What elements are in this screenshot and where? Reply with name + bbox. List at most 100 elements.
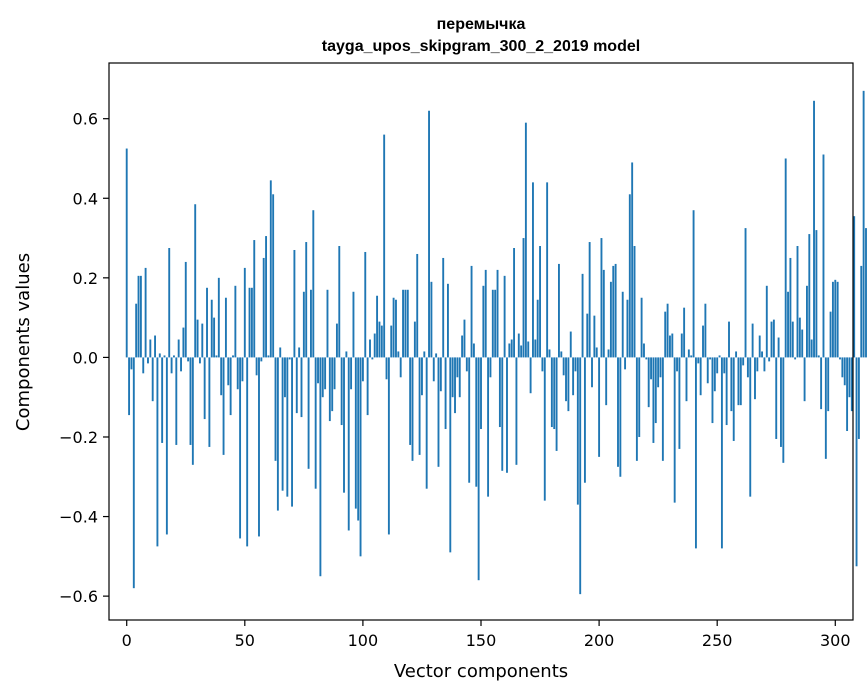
bar-98	[357, 357, 360, 521]
bar-92	[343, 357, 345, 493]
bar-309	[855, 357, 858, 567]
bar-279	[784, 158, 787, 358]
bar-252	[720, 357, 723, 549]
bar-139	[454, 357, 456, 414]
bar-149	[477, 357, 480, 581]
bar-240	[692, 210, 695, 358]
bar-285	[798, 317, 801, 358]
bar-275	[775, 357, 778, 439]
bar-146	[470, 265, 473, 358]
x-axis-ticks: 0 50 100 150 200 250 300	[122, 620, 851, 650]
bar-249	[713, 357, 716, 392]
bar-287	[803, 357, 806, 402]
bar-205	[609, 281, 612, 358]
bar-268	[758, 335, 761, 358]
bar-222	[650, 357, 652, 380]
bar-18	[168, 248, 171, 358]
bar-167	[520, 345, 523, 358]
bar-227	[661, 357, 664, 461]
bar-284	[796, 246, 799, 358]
bar-15	[161, 357, 164, 443]
x-tick-label: 200	[584, 631, 615, 650]
bar-261	[742, 357, 745, 366]
bar-0	[125, 148, 128, 358]
bar-232	[673, 357, 676, 503]
bar-300	[834, 279, 837, 358]
bar-45	[232, 355, 234, 358]
bar-216	[635, 357, 638, 461]
bar-100	[361, 357, 364, 382]
x-tick-label: 0	[122, 631, 132, 650]
y-tick-label: −0.2	[59, 428, 98, 447]
bar-246	[706, 357, 709, 384]
bar-14	[158, 353, 161, 358]
bar-68	[286, 357, 289, 497]
bar-175	[539, 246, 541, 358]
bar-155	[491, 289, 494, 358]
bar-210	[621, 291, 624, 358]
bar-251	[718, 355, 721, 358]
bar-212	[626, 299, 629, 358]
bar-66	[281, 357, 284, 491]
bar-174	[536, 299, 539, 358]
bar-24	[182, 327, 185, 358]
bar-290	[810, 339, 813, 358]
bar-20	[173, 355, 175, 358]
bar-225	[657, 357, 660, 388]
bar-141	[458, 357, 461, 398]
bar-277	[780, 357, 782, 447]
bar-220	[645, 357, 648, 360]
bar-274	[772, 319, 775, 358]
bar-245	[704, 303, 707, 358]
bar-186	[565, 357, 567, 402]
bar-50	[243, 267, 246, 358]
bar-188	[569, 331, 572, 358]
bar-113	[392, 297, 395, 358]
bar-60	[267, 355, 270, 358]
bar-46	[234, 285, 237, 358]
bar-8	[144, 267, 147, 358]
bar-58	[262, 257, 265, 358]
bar-308	[853, 216, 856, 358]
bar-32	[201, 323, 204, 358]
bar-201	[600, 238, 603, 358]
bar-115	[397, 351, 400, 358]
bar-142	[461, 335, 464, 358]
bar-119	[406, 289, 409, 358]
bar-63	[274, 357, 277, 461]
bar-260	[739, 357, 742, 406]
bar-241	[694, 357, 697, 549]
bar-170	[527, 341, 530, 358]
bar-59	[265, 236, 268, 358]
bar-2	[130, 357, 133, 370]
bar-91	[340, 357, 343, 426]
bar-243	[699, 357, 702, 396]
bar-13	[156, 357, 159, 547]
bar-303	[841, 357, 844, 378]
bar-200	[598, 357, 601, 457]
bar-265	[751, 323, 754, 358]
x-tick-label: 50	[235, 631, 255, 650]
bar-84	[324, 357, 327, 390]
bar-231	[671, 333, 674, 358]
bar-228	[664, 311, 667, 358]
bar-298	[829, 311, 832, 358]
bar-30	[196, 319, 199, 358]
bar-26	[187, 357, 190, 362]
bar-135	[444, 357, 447, 430]
bar-145	[468, 357, 471, 483]
bar-70	[291, 357, 293, 507]
bar-136	[446, 283, 449, 358]
bar-153	[487, 357, 490, 497]
bar-47	[236, 357, 239, 390]
bar-112	[390, 325, 393, 358]
bar-118	[404, 289, 407, 358]
bar-147	[472, 343, 475, 358]
bar-215	[633, 246, 636, 358]
bar-204	[607, 349, 610, 358]
bar-82	[319, 357, 322, 577]
bar-1	[128, 357, 131, 416]
bar-67	[284, 357, 286, 398]
bar-166	[517, 333, 520, 358]
bar-73	[298, 347, 301, 358]
